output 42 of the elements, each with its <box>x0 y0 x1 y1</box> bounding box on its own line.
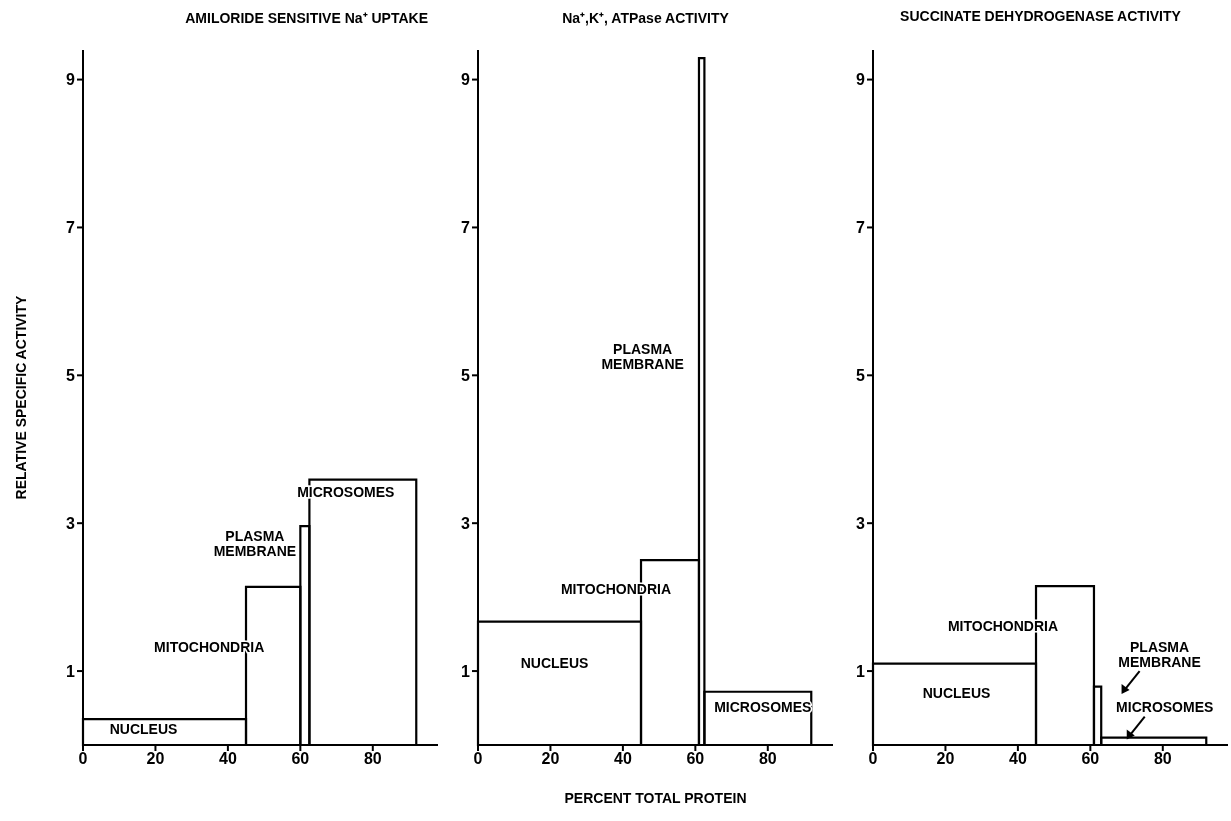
y-tick-label: 7 <box>66 219 76 237</box>
y-tick-label: 1 <box>66 662 76 680</box>
annotation: MICROSOMES <box>1116 699 1214 716</box>
x-tick-label: 40 <box>614 750 632 768</box>
x-tick-label: 20 <box>936 750 955 768</box>
y-tick-label: 3 <box>856 514 866 532</box>
x-tick-label: 60 <box>291 750 310 768</box>
y-tick-label: 3 <box>66 514 76 532</box>
x-tick-label: 60 <box>686 750 705 768</box>
x-tick-label: 80 <box>363 750 382 768</box>
y-tick-label: 9 <box>856 71 866 89</box>
y-tick-label: 3 <box>461 514 471 532</box>
annotation: PLASMA MEMBRANE <box>601 341 684 373</box>
chart-title: Na⁺,K⁺, ATPase ACTIVITY <box>561 9 730 28</box>
annotation: PLASMA MEMBRANE <box>1118 638 1201 670</box>
x-tick-label: 80 <box>1153 750 1172 768</box>
x-tick-label: 0 <box>78 750 88 768</box>
annotation: PLASMA MEMBRANE <box>213 528 297 560</box>
y-tick-label: 7 <box>461 219 471 237</box>
x-tick-label: 20 <box>146 750 165 768</box>
chart-title: AMILORIDE SENSITIVE Na⁺ UPTAKE <box>184 9 429 28</box>
chart-title: SUCCINATE DEHYDROGENASE ACTIVITY <box>899 8 1182 26</box>
y-tick-label: 7 <box>856 219 866 237</box>
y-tick-label: 1 <box>461 662 471 680</box>
x-tick-label: 80 <box>758 750 777 768</box>
y-tick-label: 5 <box>66 367 76 384</box>
x-tick-label: 0 <box>868 750 878 768</box>
x-tick-label: 40 <box>219 750 237 768</box>
annotation: NUCLEUS <box>109 720 178 737</box>
x-tick-label: 0 <box>473 750 483 768</box>
y-tick-label: 9 <box>461 71 471 89</box>
annotation: NUCLEUS <box>922 685 991 702</box>
y-tick-label: 5 <box>856 367 866 384</box>
x-axis-title: PERCENT TOTAL PROTEIN <box>564 790 747 806</box>
y-tick-label: 1 <box>856 662 866 680</box>
y-tick-label: 9 <box>66 71 76 89</box>
annotation: NUCLEUS <box>520 655 589 672</box>
x-tick-label: 40 <box>1009 750 1027 768</box>
y-tick-label: 5 <box>461 367 471 384</box>
y-axis-title: RELATIVE SPECIFIC ACTIVITY <box>12 294 29 500</box>
x-tick-label: 60 <box>1081 750 1100 768</box>
x-tick-label: 20 <box>541 750 560 768</box>
